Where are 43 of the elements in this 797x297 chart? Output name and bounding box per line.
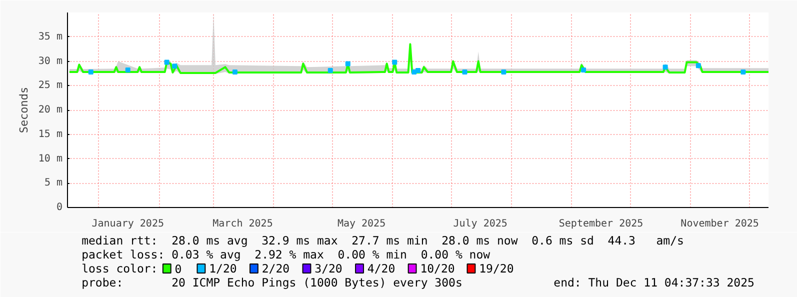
point [328,68,333,74]
legend-label: 4/20 [367,262,396,276]
y-tick-label: 0 [56,202,63,213]
y-tick-label: 30 m [38,56,63,67]
legend-label: 2/20 [262,262,290,276]
x-tick-label: November 2025 [680,218,759,230]
text: probe: 20 ICMP Echo Pings (1000 Bytes) every 300s [82,276,462,290]
y-tick-label: 5 m [44,178,62,189]
text: end: Thu Dec 11 04:37:33 2025 [554,276,754,290]
y-tick-label: 10 m [38,153,63,164]
x-tick-label: May 2025 [337,218,386,230]
legend-label: 10/20 [420,262,455,276]
y-tick-label: 20 m [38,104,63,116]
point [581,68,586,73]
x-tick-label: January 2025 [92,218,164,230]
point [501,69,506,74]
y-tick-label: 15 m [38,128,63,140]
point [232,69,238,74]
legend-label: 3/20 [314,262,342,276]
x-tick-label: July 2025 [453,218,508,230]
point [662,64,668,70]
point [172,64,178,69]
point [462,69,468,74]
x-tick-label: March 2025 [212,218,273,230]
text: median rtt: 28.0 ms avg 32.9 ms max 27.7 ms min 28.0 ms now 0.6 ms sd 44.3 am/s [82,234,684,248]
legend-label: 1/20 [209,262,237,276]
point [88,69,94,74]
point [416,68,420,74]
point [345,61,350,66]
line-series [68,43,768,74]
text: packet loss: 0.03 % avg 2.92 % max 0.00 % min 0.00 % now [82,248,490,262]
y-tick-label: 35 m [38,31,63,42]
point [125,68,130,73]
point [392,60,398,65]
legend-label: 0 [174,262,182,276]
point [740,69,746,74]
legend-label: 19/20 [479,262,514,276]
x-tick-label: September 2025 [558,218,644,230]
y-tick-label: 25 m [38,80,63,92]
y-axis-title: Seconds [17,86,30,134]
point [164,60,170,65]
point [696,63,701,68]
legend-title: loss color: [82,262,158,276]
